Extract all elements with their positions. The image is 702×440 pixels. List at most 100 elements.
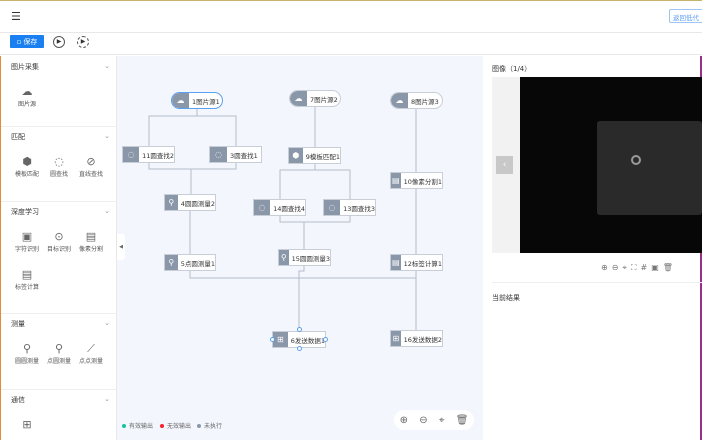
node-label: 12标签计算1 (403, 259, 442, 268)
grid-icon[interactable]: # (640, 263, 648, 272)
flow-canvas[interactable]: ◀ (117, 56, 483, 440)
flow-node[interactable]: ⊞ 6发送数据1 (272, 331, 326, 348)
toolbar: ▫ 保存 ▶ ▶ (0, 33, 702, 55)
delete-icon[interactable]: 🗑 (662, 263, 673, 272)
connection-handle[interactable] (296, 345, 302, 351)
tool-label-calc[interactable]: ▤ 标签计算 (10, 268, 44, 291)
tool-label: 点圆测量 (46, 358, 71, 365)
tool-segment[interactable]: ▤ 像素分割 (74, 230, 108, 253)
tool-label: 像素分割 (78, 246, 103, 253)
tool-label: 圆圆测量 (14, 358, 39, 365)
section-title[interactable]: 通信 (11, 396, 25, 404)
locate-icon[interactable]: ⌖ (622, 263, 627, 272)
return-button[interactable]: 返回低代 (669, 9, 702, 23)
section-title[interactable]: 测量 (11, 320, 25, 328)
prev-image-button[interactable]: ‹ (496, 156, 513, 174)
node-label: 6发送数据1 (290, 336, 325, 345)
tool-label: 点点测量 (78, 358, 103, 365)
flow-node[interactable]: ☁ 1图片源1 (171, 92, 223, 109)
viewer-toolbar: ⊕ ⊖ ⌖ ⛶ # ▣ 🗑 (599, 263, 675, 273)
section-divider (1, 126, 117, 127)
chevron-down-icon[interactable]: ⌄ (104, 395, 110, 403)
flow-node[interactable]: ⬢ 9模板匹配1 (288, 147, 341, 164)
node-label: 9模板匹配1 (305, 152, 340, 161)
flow-node[interactable]: ☁ 7图片源2 (289, 90, 341, 107)
node-label: 3圆查找1 (230, 151, 258, 160)
flow-node[interactable]: ▤ 12标签计算1 (390, 254, 443, 271)
label-calc-icon: ▤ (21, 268, 33, 281)
tool-ocr[interactable]: ▣ 字符识别 (10, 230, 44, 253)
flow-node[interactable]: ◌ 11圆查找2 (122, 146, 175, 163)
node-label: 16发送数据2 (403, 335, 442, 344)
image-compare-icon[interactable]: ▣ (651, 263, 659, 272)
tool-circle-measure[interactable]: ⚲ 圆圆测量 (10, 342, 44, 365)
legend-label: 无效输出 (167, 423, 192, 430)
connection-handle[interactable] (269, 336, 275, 342)
chevron-down-icon[interactable]: ⌄ (104, 319, 110, 327)
tool-line-search[interactable]: ⊘ 直线查找 (74, 155, 108, 178)
section-title[interactable]: 匹配 (11, 133, 25, 141)
node-label: 8图片源3 (411, 97, 439, 106)
tool-circle-search[interactable]: ◌ 圆查找 (42, 155, 76, 178)
flow-node[interactable]: ⚲ 15圆圆测量3 (278, 249, 331, 266)
menu-fold-icon[interactable]: ☰ (11, 10, 21, 23)
cube-icon: ⬢ (22, 155, 32, 168)
legend-label: 未执行 (204, 423, 223, 430)
point-circle-icon: ⚲ (165, 255, 178, 270)
chevron-down-icon[interactable]: ⌄ (104, 62, 110, 70)
chevron-down-icon[interactable]: ⌄ (104, 207, 110, 215)
section-title[interactable]: 图片采集 (11, 63, 39, 71)
status-dot-icon (122, 424, 126, 428)
target-icon: ⊙ (54, 230, 64, 243)
loop-run-icon[interactable]: ▶ (77, 36, 89, 48)
tool-label: 模板匹配 (14, 171, 39, 178)
chevron-down-icon[interactable]: ⌄ (104, 132, 110, 140)
section-title[interactable]: 深度学习 (11, 208, 39, 216)
legend-item: 有效输出 (122, 421, 153, 430)
delete-icon[interactable]: 🗑 (455, 414, 469, 426)
fullscreen-icon[interactable]: ⛶ (630, 263, 637, 272)
flow-node[interactable]: ⚲ 5点圆测量1 (164, 254, 216, 271)
tool-label: 圆查找 (49, 171, 68, 178)
zoom-out-icon[interactable]: ⊖ (611, 263, 619, 272)
circle-search-icon: ◌ (324, 200, 341, 215)
legend-item: 无效输出 (160, 421, 191, 430)
flow-node[interactable]: ◌ 3圆查找1 (209, 146, 262, 163)
status-dot-icon (197, 424, 201, 428)
zoom-in-icon[interactable]: ⊕ (399, 414, 408, 426)
connection-handle[interactable] (322, 336, 328, 342)
flow-node[interactable]: ⊞ 16发送数据2 (390, 330, 443, 347)
cloud-image-icon: ☁ (172, 93, 189, 108)
point-circle-icon: ⚲ (54, 342, 64, 355)
tool-point-circle[interactable]: ⚲ 点圆测量 (42, 342, 76, 365)
save-button[interactable]: ▫ 保存 (10, 35, 44, 48)
tool-target[interactable]: ⊙ 目标识别 (42, 230, 76, 253)
flow-node[interactable]: ▤ 10像素分割1 (390, 172, 443, 189)
result-panel: 图像（1/4） ‹ ⊕ ⊖ ⌖ ⛶ # ▣ 🗑 当前结果 (483, 56, 702, 440)
zoom-out-icon[interactable]: ⊖ (419, 414, 428, 426)
collapse-sidebar-handle[interactable]: ◀ (117, 234, 125, 260)
node-label: 14圆查找4 (273, 204, 305, 213)
legend-label: 有效输出 (129, 423, 154, 430)
flow-node[interactable]: ◌ 14圆查找4 (253, 199, 306, 216)
inspection-image (520, 77, 702, 253)
connection-handle[interactable] (296, 326, 302, 332)
tool-cloud-image[interactable]: ☁ 图片源 (10, 85, 44, 108)
save-label: 保存 (23, 37, 38, 46)
tool-send-data[interactable]: ⊞ (10, 418, 44, 432)
flow-node[interactable]: ◌ 13圆查找3 (323, 199, 376, 216)
tool-point-point[interactable]: ⟋ 点点测量 (74, 342, 108, 365)
save-icon: ▫ (16, 37, 22, 46)
send-data-icon: ⊞ (273, 332, 288, 347)
flow-node[interactable]: ⚲ 4圆圆测量2 (164, 194, 216, 211)
locate-icon[interactable]: ⌖ (438, 414, 445, 426)
play-icon[interactable]: ▶ (53, 36, 65, 48)
image-viewer[interactable]: ‹ (492, 77, 702, 253)
cube-icon: ⬢ (289, 148, 303, 163)
zoom-in-icon[interactable]: ⊕ (601, 263, 608, 272)
tool-cube[interactable]: ⬢ 模板匹配 (10, 155, 44, 178)
flow-node[interactable]: ☁ 8图片源3 (390, 92, 443, 109)
section-divider (1, 389, 117, 390)
image-title: 图像（1/4） (492, 65, 532, 73)
